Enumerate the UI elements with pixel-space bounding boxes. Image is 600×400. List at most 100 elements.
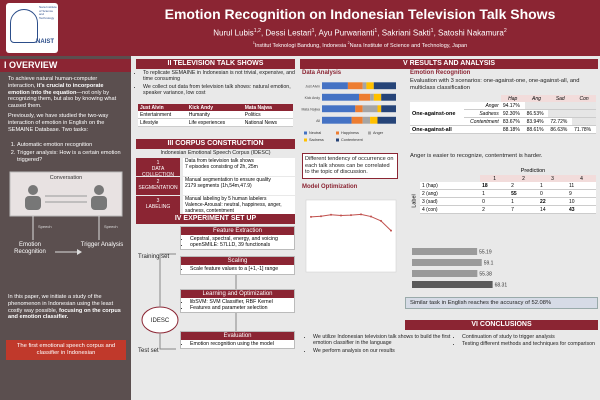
table-cell: 88.61%	[526, 126, 544, 133]
task-list: Automatic emotion recognition Trigger an…	[8, 142, 124, 164]
table-cell	[572, 109, 596, 118]
list: Emotion recognition using the model	[181, 340, 294, 348]
y-tick-label: Kick Andy	[305, 96, 321, 100]
point	[390, 229, 392, 232]
bar-segment	[370, 116, 378, 124]
text-segment: , Dessi Lestari	[260, 28, 312, 38]
table-cell	[548, 102, 573, 110]
bullets: Continuation of study to trigger analysi…	[455, 334, 598, 349]
table-cell: 92.30%	[502, 110, 520, 117]
header	[0, 0, 600, 56]
table-header: Con	[572, 95, 596, 102]
point	[340, 214, 342, 217]
bar-segment	[370, 93, 374, 101]
overview-diagram: Conversation Speech Speech	[9, 171, 123, 255]
table-row: 2 (ang) 1 55 0 9	[420, 189, 596, 198]
text-segment: 1	[252, 41, 255, 45]
bar-segment	[322, 116, 352, 124]
group-label: One-against-all	[412, 126, 452, 133]
step-name: SEGMENTATION	[138, 185, 178, 191]
row-label: 3 (sad)	[422, 198, 438, 205]
table-row: Lifestyle Life experiences National News	[138, 118, 293, 127]
table-cell	[548, 109, 573, 118]
bar-segment	[322, 105, 356, 113]
recognition-table: Hap Ang Sad Con One-against-one Anger 94.17% Sa…	[410, 95, 596, 134]
logo-emblem	[10, 9, 38, 43]
bar-segment	[322, 82, 348, 90]
table-cell: 94.17%	[502, 102, 520, 109]
diagram-label: Conversation	[50, 175, 82, 181]
person-icon	[25, 196, 41, 210]
list-item: openSMILE: 57LLD, 39 functionals	[190, 242, 292, 248]
person-icon	[94, 185, 104, 195]
point	[330, 213, 332, 216]
process-title: Evaluation	[181, 332, 294, 341]
table-cell: 0	[482, 198, 485, 205]
section-heading: VI CONCLUSIONS	[405, 320, 598, 330]
person-icon	[28, 185, 38, 195]
table-row: Contentment 83.67% 83.94% 72.72%	[410, 117, 596, 126]
text-segment: , Satoshi Nakamura	[433, 28, 504, 38]
step-name: LABELING	[145, 204, 171, 210]
table-cell: 83.94%	[526, 118, 544, 125]
process-title: Feature Extraction	[181, 227, 294, 235]
table-cell: 10	[569, 198, 575, 205]
table-cell: 0	[540, 190, 543, 197]
table-header: Kick Andy	[186, 104, 243, 111]
bar-segment	[373, 82, 396, 90]
table-cell: 11	[569, 182, 575, 189]
list: Automatic emotion recognition Trigger an…	[8, 142, 124, 163]
value-label: 55.19	[479, 250, 492, 256]
text-segment: 2	[347, 41, 350, 45]
diagram-label: Trigger Analysis	[80, 242, 124, 248]
table-row: One-against-one Anger 94.17%	[410, 102, 596, 116]
text-segment: 1,2	[253, 28, 261, 34]
table-header: 1	[480, 175, 510, 182]
text-segment: —not only by recognizing them, but also …	[8, 89, 117, 110]
diagram-label: Speech	[38, 224, 52, 229]
list-item: Features and parameter selection	[190, 305, 292, 311]
bar-segment	[377, 116, 396, 124]
section-heading: III CORPUS CONSTRUCTION	[136, 139, 295, 149]
table-header: 2	[509, 175, 539, 182]
paragraph: Evaluation with 3 scenarios: one-against…	[410, 78, 580, 91]
text-segment: Nara Institute of Science and Technology…	[349, 42, 468, 49]
list-item: Automatic emotion recognition	[17, 142, 124, 149]
step-line: Manual segmentation to ensure quality	[185, 177, 271, 183]
step-label: 2 SEGMENTATION	[136, 177, 180, 195]
process-title: Learning and Optimization	[181, 289, 294, 298]
y-tick-label: Mata Najwa	[302, 107, 321, 111]
row-label: 1 (hap)	[422, 182, 438, 189]
experiment-boxes: Feature ExtractionCepstral, spectral, en…	[180, 226, 295, 350]
text-segment: 1	[311, 28, 315, 34]
bar-segment	[366, 82, 374, 90]
bar-segment	[355, 105, 363, 113]
table-cell: Politics	[242, 111, 293, 119]
legend-label: Contentment	[341, 138, 364, 142]
table-cell: 2	[482, 206, 485, 213]
table-row: Hap Ang Sad Con	[410, 95, 596, 102]
text-segment: Institut Teknologi Bandung, Indonesia	[254, 42, 348, 49]
table-row: Entertainment Humanity Politics	[138, 111, 293, 119]
logo: NAIST Nara Institute of Science and Tech…	[6, 3, 58, 53]
table-cell: 18	[482, 182, 488, 189]
section-heading: I OVERVIEW	[0, 59, 131, 72]
table-cell	[572, 117, 596, 126]
list-item: Cepstral, spectral, energy, and voicing	[190, 236, 292, 242]
row-label: Contentment	[470, 118, 499, 125]
list-item: Testing different methods and techniques…	[462, 341, 598, 347]
paragraph: In this paper, we initiate a study of th…	[8, 294, 124, 321]
point	[350, 214, 352, 217]
bar	[412, 248, 478, 255]
table-header: Hap	[500, 95, 525, 102]
table-cell: 2	[511, 182, 514, 189]
list-item: To replicate SEMAINE in Indonesian is no…	[143, 70, 295, 83]
list-item: Emotion recognition using the model	[190, 341, 292, 347]
list-item: We utilize Indonesian television talk sh…	[313, 334, 451, 347]
point	[310, 215, 312, 218]
table-cell: 22	[540, 198, 546, 205]
step-line: Manual labeling by 5 human labelers	[185, 196, 267, 202]
caption-box: Different tendency of occurrence on each…	[302, 153, 398, 179]
